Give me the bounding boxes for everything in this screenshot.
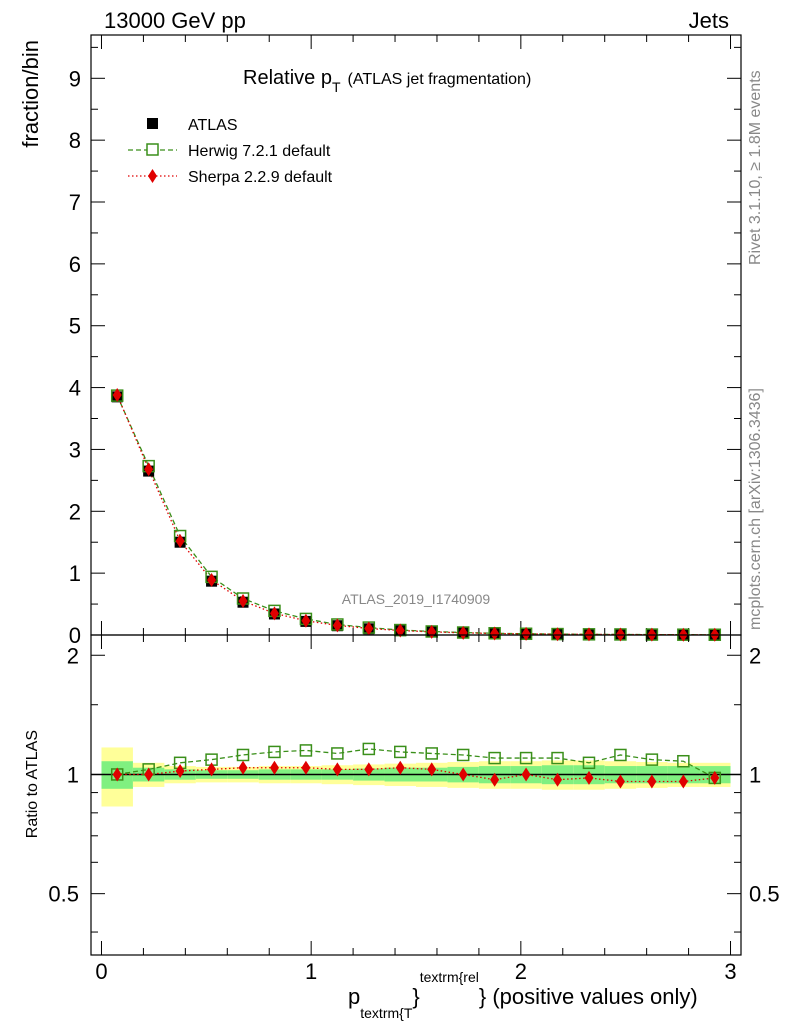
sherpa-ratio-point	[395, 760, 405, 775]
sherpa-point	[144, 462, 154, 477]
sherpa-ratio-point	[427, 762, 437, 777]
sherpa-ratio-point	[269, 760, 279, 775]
herwig-ratio-point	[614, 748, 627, 762]
legend-label-sherpa: Sherpa 2.2.9 default	[188, 169, 333, 186]
herwig-ratio-point	[425, 747, 438, 760]
sherpa-ratio-point	[521, 767, 531, 782]
sherpa-ratio-line	[117, 767, 715, 783]
sherpa-ratio-point	[458, 767, 468, 782]
sherpa-point	[490, 626, 500, 641]
sherpa-point	[521, 626, 531, 641]
sherpa-point	[553, 627, 563, 642]
main-ytick-label: 9	[69, 66, 81, 91]
sherpa-point	[395, 623, 405, 638]
xlabel-p: p	[348, 984, 360, 1009]
legend-label-atlas: ATLAS	[188, 117, 238, 134]
ratio-xtick-label: 1	[305, 959, 317, 984]
ratio-xtick-label: 3	[724, 959, 736, 984]
main-title: Relative pT (ATLAS jet fragmentation)	[243, 67, 531, 95]
ratio-ytick-label: 2	[67, 643, 79, 668]
mcplots-label: mcplots.cern.ch [arXiv:1306.3436]	[747, 388, 764, 630]
sherpa-point	[584, 627, 594, 642]
ratio-ytick-label: 1	[67, 762, 79, 787]
sherpa-ratio-point	[175, 764, 185, 779]
ratio-xlabel: ptextrm{T}textrm{rel} (positive values o…	[348, 969, 698, 1021]
main-ytick-label: 5	[69, 314, 81, 339]
legend-label-herwig: Herwig 7.2.1 default	[188, 143, 331, 160]
herwig-ratio-point	[394, 745, 407, 759]
analysis-watermark: ATLAS_2019_I1740909	[342, 591, 491, 607]
xlabel-brace: }	[412, 984, 419, 1009]
ratio-plot: 0.5 0.5 1 1 2 2 0 1 2 3	[48, 634, 780, 984]
ratio-ytick-label-right: 0.5	[749, 882, 780, 907]
herwig-ratio-point	[551, 751, 564, 765]
main-title-rest: (ATLAS jet fragmentation)	[348, 71, 532, 88]
herwig-ratio-point	[582, 756, 596, 770]
main-plot: 0 1 2 3 4 5 6 7 8 9	[69, 34, 742, 648]
main-ytick-label: 0	[69, 623, 81, 648]
sherpa-point	[458, 625, 468, 640]
header-left: 13000 GeV pp	[104, 8, 246, 33]
sherpa-ratio-point	[710, 770, 720, 785]
herwig-ratio-point	[456, 748, 470, 762]
sherpa-point	[364, 621, 374, 636]
legend-marker-herwig	[146, 143, 159, 156]
legend: ATLAS Herwig 7.2.1 default Sherpa 2.2.9 …	[128, 117, 333, 186]
herwig-ratio-point	[299, 744, 313, 757]
xlabel-sub: textrm{T	[360, 1005, 413, 1021]
sherpa-ratio-point	[238, 760, 248, 775]
main-ytick-label: 6	[69, 252, 81, 277]
herwig-ratio-point	[488, 751, 501, 765]
herwig-ratio-point	[645, 753, 659, 766]
sherpa-ratio-point	[207, 762, 217, 777]
sherpa-ratio-point	[301, 760, 311, 775]
ratio-xtick-label: 2	[515, 959, 527, 984]
header-right: Jets	[689, 8, 729, 33]
herwig-ratio-point	[519, 751, 533, 765]
sherpa-ratio-point	[112, 767, 122, 782]
ratio-frame	[90, 634, 742, 956]
sherpa-point	[175, 533, 185, 548]
main-ytick-label: 7	[69, 190, 81, 215]
sherpa-ratio-point	[647, 774, 657, 789]
sherpa-ratio-point	[490, 772, 500, 787]
ratio-xtick-label: 0	[95, 959, 107, 984]
main-ytick-label: 4	[69, 376, 81, 401]
sherpa-ratio-point	[364, 762, 374, 777]
ratio-ylabel: Ratio to ATLAS	[24, 730, 41, 838]
legend-marker-sherpa	[148, 169, 157, 183]
herwig-ratio-point	[677, 754, 690, 768]
herwig-ratio-point	[268, 745, 281, 759]
sherpa-ratio-point	[553, 772, 563, 787]
sherpa-point	[269, 606, 279, 621]
main-ytick-label: 2	[69, 499, 81, 524]
herwig-ratio-point	[331, 747, 344, 760]
main-title-sub: T	[332, 79, 341, 95]
ratio-ytick-label-right: 1	[749, 762, 761, 787]
sherpa-point	[301, 613, 311, 628]
sherpa-point	[238, 593, 248, 608]
sherpa-point	[332, 618, 342, 633]
main-ytick-label: 3	[69, 437, 81, 462]
xlabel-tail: } (positive values only)	[479, 984, 698, 1009]
main-title-p: Relative p	[243, 67, 332, 89]
sherpa-ratio-point	[678, 774, 688, 789]
sherpa-point	[112, 388, 122, 402]
main-ytick-label: 1	[69, 561, 81, 586]
xlabel-sup: textrm{rel	[420, 969, 479, 985]
ratio-ytick-label-right: 2	[749, 643, 761, 668]
herwig-ratio-point	[236, 748, 250, 762]
main-ylabel: fraction/bin	[18, 40, 43, 148]
main-ytick-label: 8	[69, 128, 81, 153]
sherpa-ratio-point	[615, 774, 625, 789]
legend-marker-atlas	[147, 118, 158, 129]
herwig-ratio-point	[362, 742, 376, 756]
rivet-label: Rivet 3.1.10, ≥ 1.8M events	[747, 70, 764, 265]
ratio-ytick-label: 0.5	[48, 882, 79, 907]
sherpa-ratio-point	[332, 762, 342, 777]
sherpa-point	[207, 572, 217, 587]
sherpa-ratio-point	[144, 767, 154, 782]
sherpa-ratio-point	[584, 770, 594, 785]
